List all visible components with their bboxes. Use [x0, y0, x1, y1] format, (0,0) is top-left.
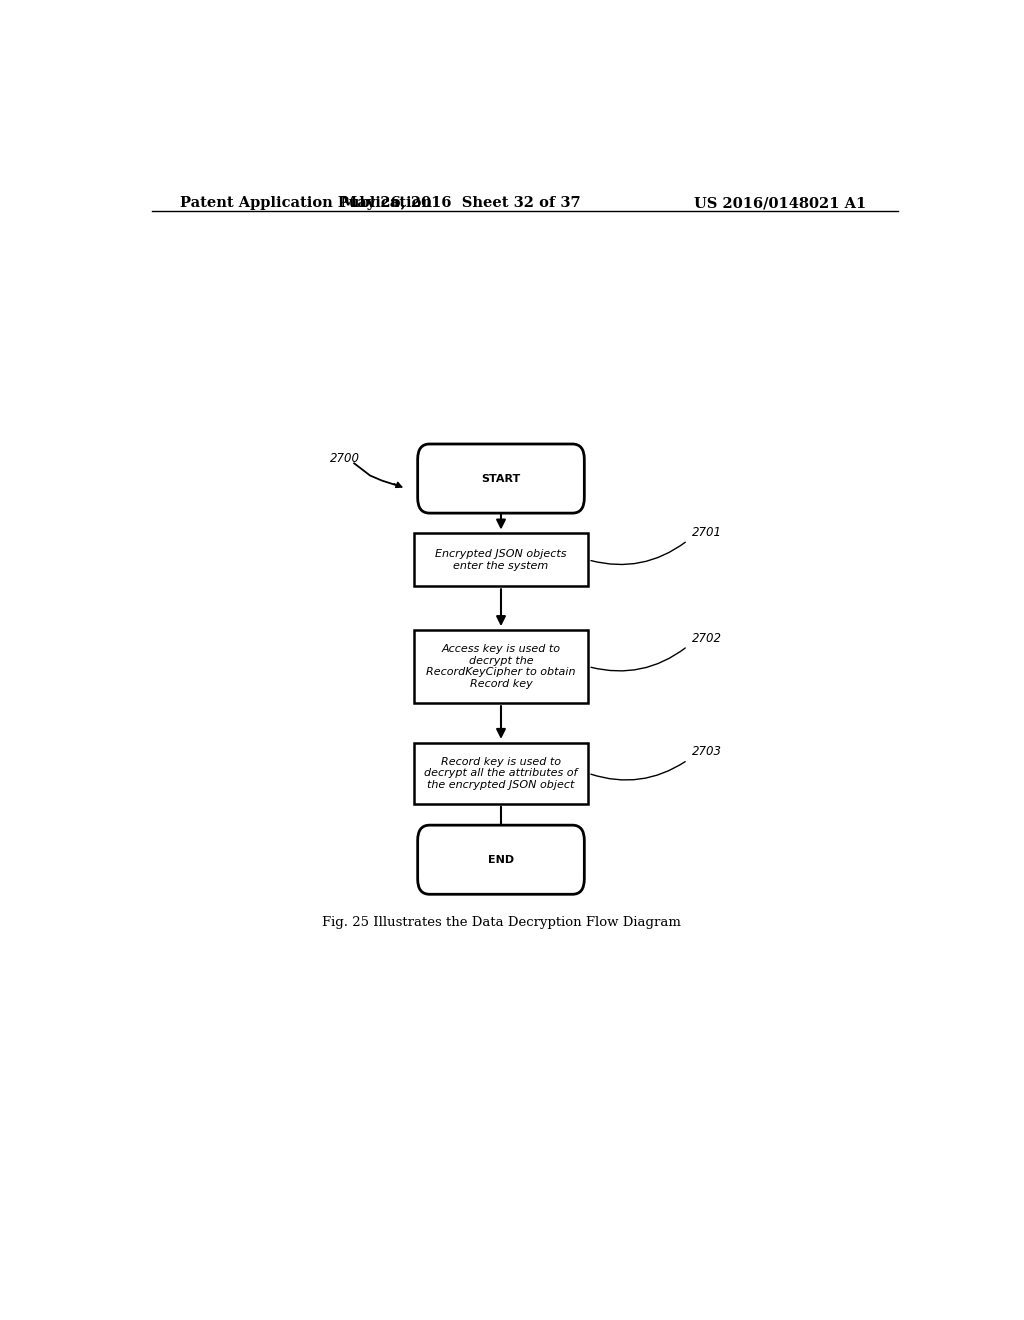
Text: Access key is used to
decrypt the
RecordKeyCipher to obtain
Record key: Access key is used to decrypt the Record…: [426, 644, 575, 689]
Text: 2703: 2703: [691, 746, 722, 759]
Text: Record key is used to
decrypt all the attributes of
the encrypted JSON object: Record key is used to decrypt all the at…: [424, 756, 578, 789]
Text: END: END: [487, 855, 514, 865]
Text: Fig. 25 Illustrates the Data Decryption Flow Diagram: Fig. 25 Illustrates the Data Decryption …: [322, 916, 680, 929]
FancyBboxPatch shape: [414, 533, 588, 586]
Text: START: START: [481, 474, 520, 483]
FancyBboxPatch shape: [418, 444, 585, 513]
FancyBboxPatch shape: [414, 743, 588, 804]
FancyBboxPatch shape: [418, 825, 585, 894]
Text: Patent Application Publication: Patent Application Publication: [179, 197, 431, 210]
Text: May 26, 2016  Sheet 32 of 37: May 26, 2016 Sheet 32 of 37: [341, 197, 582, 210]
Text: US 2016/0148021 A1: US 2016/0148021 A1: [694, 197, 866, 210]
Text: 2700: 2700: [331, 451, 360, 465]
Text: Encrypted JSON objects
enter the system: Encrypted JSON objects enter the system: [435, 549, 566, 570]
Text: 2702: 2702: [691, 632, 722, 644]
FancyBboxPatch shape: [414, 630, 588, 704]
Text: 2701: 2701: [691, 525, 722, 539]
